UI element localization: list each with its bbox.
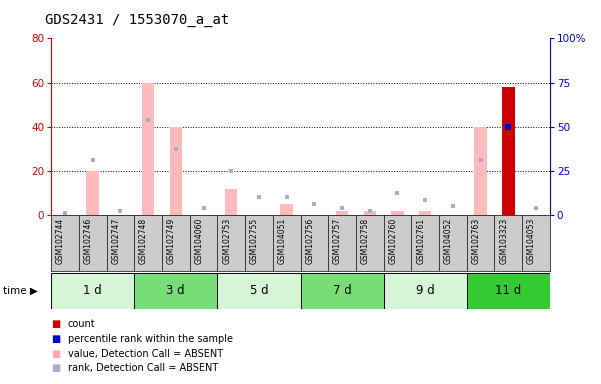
Bar: [281, 204, 293, 215]
Text: GSM102758: GSM102758: [361, 218, 370, 264]
Text: GSM102763: GSM102763: [472, 218, 481, 264]
Bar: [300, 273, 383, 309]
Bar: [218, 273, 300, 309]
Text: GSM102757: GSM102757: [333, 218, 342, 264]
Text: ■: ■: [51, 349, 60, 359]
Bar: [502, 87, 514, 215]
Text: ■: ■: [51, 319, 60, 329]
Text: GSM104052: GSM104052: [444, 218, 453, 264]
Bar: [474, 127, 487, 215]
Text: GSM103323: GSM103323: [499, 218, 508, 264]
Text: GSM102746: GSM102746: [84, 218, 93, 264]
Text: 9 d: 9 d: [416, 285, 435, 297]
Bar: [467, 273, 550, 309]
Text: rank, Detection Call = ABSENT: rank, Detection Call = ABSENT: [68, 363, 218, 373]
Bar: [142, 83, 154, 215]
Text: GSM102753: GSM102753: [222, 218, 231, 264]
Text: ■: ■: [51, 334, 60, 344]
Text: ■: ■: [51, 363, 60, 373]
Text: 3 d: 3 d: [166, 285, 185, 297]
Text: percentile rank within the sample: percentile rank within the sample: [68, 334, 233, 344]
Bar: [225, 189, 237, 215]
Text: GSM102761: GSM102761: [416, 218, 426, 264]
Bar: [419, 210, 432, 215]
Bar: [169, 127, 182, 215]
Text: time ▶: time ▶: [3, 286, 38, 296]
Text: GSM104051: GSM104051: [278, 218, 287, 264]
Text: GSM102749: GSM102749: [167, 218, 176, 264]
Text: 11 d: 11 d: [495, 285, 522, 297]
Text: GSM102744: GSM102744: [56, 218, 65, 264]
Text: GSM102748: GSM102748: [139, 218, 148, 264]
Text: value, Detection Call = ABSENT: value, Detection Call = ABSENT: [68, 349, 223, 359]
Text: 5 d: 5 d: [249, 285, 268, 297]
Text: GDS2431 / 1553070_a_at: GDS2431 / 1553070_a_at: [45, 13, 230, 27]
Text: count: count: [68, 319, 96, 329]
Bar: [134, 273, 218, 309]
Bar: [391, 210, 404, 215]
Text: GSM102747: GSM102747: [111, 218, 120, 264]
Text: GSM102755: GSM102755: [250, 218, 259, 264]
Text: 1 d: 1 d: [84, 285, 102, 297]
Text: GSM102760: GSM102760: [388, 218, 397, 264]
Text: GSM104053: GSM104053: [527, 218, 536, 264]
Text: 7 d: 7 d: [333, 285, 352, 297]
Bar: [383, 273, 467, 309]
Bar: [336, 210, 349, 215]
Bar: [51, 273, 134, 309]
Text: GSM104060: GSM104060: [195, 218, 204, 264]
Bar: [87, 171, 99, 215]
Bar: [364, 210, 376, 215]
Text: GSM102756: GSM102756: [305, 218, 314, 264]
